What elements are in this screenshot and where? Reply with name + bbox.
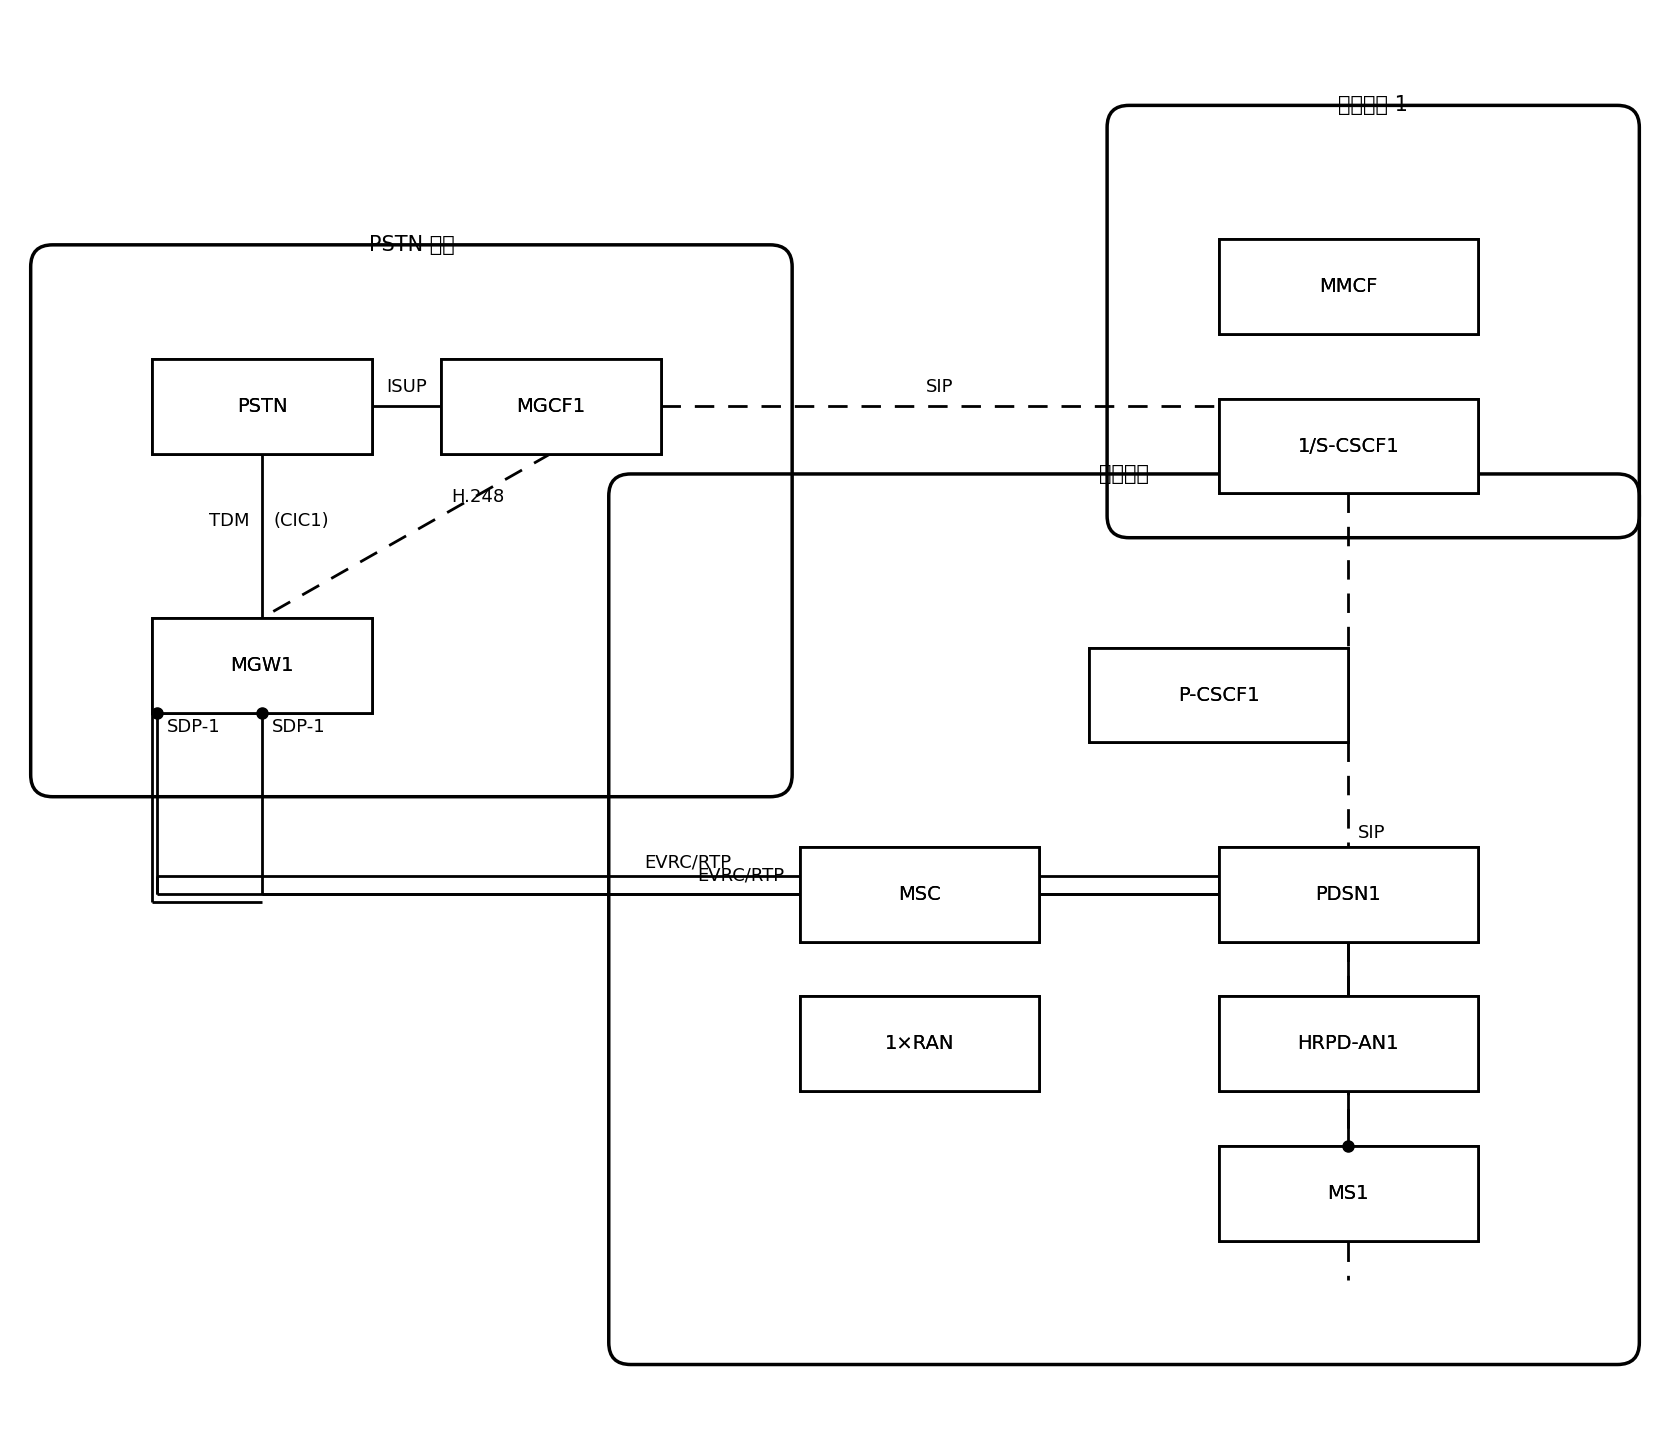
Bar: [1218, 847, 1477, 942]
Text: SIP: SIP: [925, 379, 954, 396]
Text: MSC: MSC: [898, 884, 940, 903]
Bar: [1218, 240, 1477, 334]
Text: 1/S-CSCF1: 1/S-CSCF1: [1297, 436, 1399, 455]
Bar: [1089, 647, 1347, 743]
Bar: [800, 997, 1039, 1091]
Text: MSC: MSC: [898, 884, 940, 903]
Text: MMCF: MMCF: [1318, 277, 1377, 296]
Bar: [800, 847, 1039, 942]
Text: MGW1: MGW1: [229, 656, 293, 675]
Text: 1/S-CSCF1: 1/S-CSCF1: [1297, 436, 1399, 455]
Text: SIP: SIP: [1357, 824, 1385, 842]
Text: PDSN1: PDSN1: [1315, 884, 1380, 903]
Text: 拜访网络: 拜访网络: [1099, 464, 1148, 484]
Text: 归属网络 1: 归属网络 1: [1337, 95, 1407, 116]
Bar: [152, 358, 371, 454]
Bar: [1218, 997, 1477, 1091]
Text: HRPD-AN1: HRPD-AN1: [1297, 1035, 1399, 1053]
Bar: [152, 618, 371, 712]
Text: ISUP: ISUP: [386, 379, 427, 396]
Text: HRPD-AN1: HRPD-AN1: [1297, 1035, 1399, 1053]
Text: MGCF1: MGCF1: [515, 397, 586, 416]
Text: MS1: MS1: [1327, 1183, 1369, 1202]
Text: PSTN: PSTN: [236, 397, 288, 416]
Bar: [1218, 1146, 1477, 1240]
Text: EVRC/RTP: EVRC/RTP: [644, 854, 731, 871]
Bar: [152, 358, 371, 454]
Text: 1×RAN: 1×RAN: [885, 1035, 954, 1053]
Text: P-CSCF1: P-CSCF1: [1178, 685, 1258, 705]
Bar: [442, 358, 661, 454]
Bar: [1218, 847, 1477, 942]
Bar: [442, 358, 661, 454]
Bar: [152, 618, 371, 712]
Text: H.248: H.248: [452, 488, 504, 506]
Text: MS1: MS1: [1327, 1183, 1369, 1202]
Text: SDP-1: SDP-1: [167, 718, 221, 736]
Text: MGCF1: MGCF1: [515, 397, 586, 416]
Bar: [1218, 240, 1477, 334]
Text: SDP-1: SDP-1: [271, 718, 325, 736]
Text: (CIC1): (CIC1): [274, 512, 330, 530]
Bar: [800, 997, 1039, 1091]
Bar: [1218, 1146, 1477, 1240]
Bar: [1218, 399, 1477, 493]
Text: TDM: TDM: [209, 512, 249, 530]
Text: EVRC/RTP: EVRC/RTP: [696, 867, 783, 884]
Text: PSTN: PSTN: [236, 397, 288, 416]
Bar: [1218, 399, 1477, 493]
Text: P-CSCF1: P-CSCF1: [1178, 685, 1258, 705]
Bar: [800, 847, 1039, 942]
Bar: [1089, 647, 1347, 743]
Text: 1×RAN: 1×RAN: [885, 1035, 954, 1053]
Text: MGW1: MGW1: [229, 656, 293, 675]
Text: MMCF: MMCF: [1318, 277, 1377, 296]
Text: PSTN 网关: PSTN 网关: [368, 234, 453, 254]
Bar: [1218, 997, 1477, 1091]
Text: PDSN1: PDSN1: [1315, 884, 1380, 903]
